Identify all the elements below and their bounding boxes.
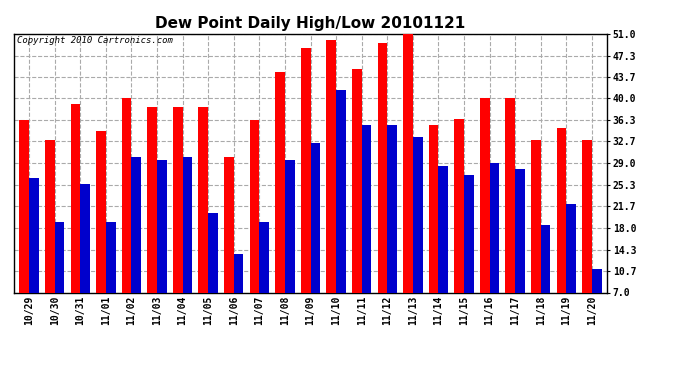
Bar bbox=[208, 213, 218, 334]
Bar bbox=[377, 43, 387, 334]
Bar bbox=[387, 125, 397, 334]
Bar bbox=[173, 107, 183, 334]
Bar bbox=[438, 166, 448, 334]
Bar bbox=[19, 120, 29, 334]
Bar bbox=[147, 107, 157, 334]
Bar bbox=[80, 184, 90, 334]
Bar bbox=[121, 99, 132, 334]
Bar bbox=[275, 72, 285, 334]
Title: Dew Point Daily High/Low 20101121: Dew Point Daily High/Low 20101121 bbox=[155, 16, 466, 31]
Bar bbox=[592, 269, 602, 334]
Bar bbox=[234, 254, 244, 334]
Bar bbox=[326, 40, 336, 334]
Bar bbox=[480, 99, 489, 334]
Bar bbox=[336, 90, 346, 334]
Bar bbox=[541, 225, 551, 334]
Bar bbox=[29, 178, 39, 334]
Bar bbox=[199, 107, 208, 334]
Bar bbox=[505, 99, 515, 334]
Bar bbox=[310, 142, 320, 334]
Bar bbox=[224, 157, 234, 334]
Bar bbox=[464, 175, 473, 334]
Bar bbox=[132, 157, 141, 334]
Bar bbox=[183, 157, 193, 334]
Bar bbox=[403, 31, 413, 334]
Bar bbox=[96, 131, 106, 334]
Bar bbox=[515, 169, 525, 334]
Bar bbox=[413, 136, 422, 334]
Bar bbox=[259, 222, 269, 334]
Bar bbox=[489, 163, 500, 334]
Bar bbox=[45, 140, 55, 334]
Text: Copyright 2010 Cartronics.com: Copyright 2010 Cartronics.com bbox=[17, 36, 172, 45]
Bar bbox=[285, 160, 295, 334]
Bar bbox=[566, 204, 576, 334]
Bar bbox=[582, 140, 592, 334]
Bar bbox=[428, 125, 438, 334]
Bar bbox=[362, 125, 371, 334]
Bar bbox=[157, 160, 167, 334]
Bar bbox=[106, 222, 116, 334]
Bar bbox=[352, 69, 362, 334]
Bar bbox=[70, 104, 80, 334]
Bar bbox=[531, 140, 541, 334]
Bar bbox=[301, 48, 310, 334]
Bar bbox=[557, 128, 566, 334]
Bar bbox=[454, 119, 464, 334]
Bar bbox=[250, 120, 259, 334]
Bar bbox=[55, 222, 64, 334]
